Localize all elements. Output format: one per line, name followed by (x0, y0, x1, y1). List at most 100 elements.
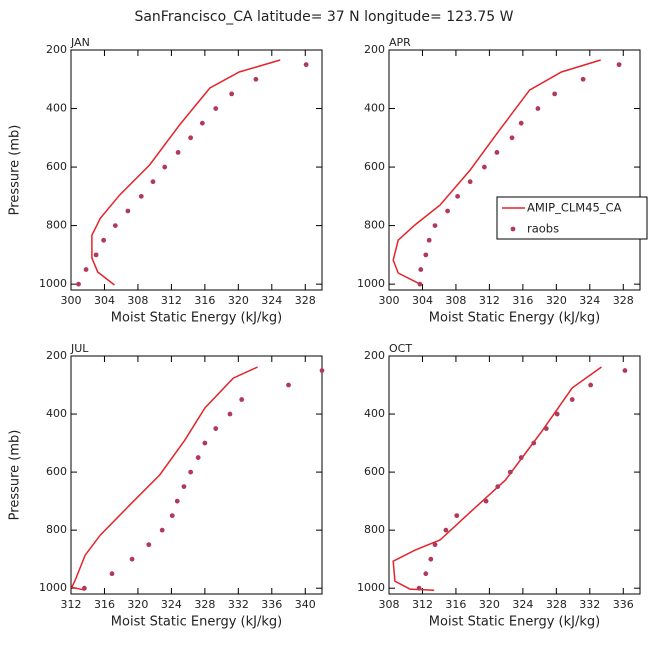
y-tick-label: 600 (46, 465, 67, 478)
obs-point (494, 150, 500, 155)
y-tick-label: 200 (46, 349, 67, 362)
obs-point (213, 106, 219, 111)
y-tick-label: 400 (364, 407, 385, 420)
obs-point (423, 571, 429, 577)
x-tick-label: 316 (94, 598, 115, 611)
obs-point (418, 267, 424, 272)
y-tick-label: 400 (46, 407, 67, 420)
x-tick-label: 316 (512, 294, 533, 307)
x-tick-label: 308 (445, 294, 466, 307)
obs-point (588, 382, 594, 388)
obs-point (112, 223, 118, 229)
obs-point (455, 193, 461, 199)
obs-point (199, 120, 205, 126)
profile-line (70, 366, 258, 591)
y-tick-label: 400 (46, 102, 67, 115)
obs-point (303, 62, 309, 68)
obs-point (426, 237, 432, 243)
legend-box (496, 196, 648, 240)
obs-point (495, 484, 501, 490)
x-axis-label: Moist Static Energy (kJ/kg) (111, 311, 282, 326)
obs-point (174, 498, 180, 504)
obs-point (428, 556, 434, 562)
x-tick-label: 328 (546, 598, 567, 611)
obs-point (229, 91, 235, 97)
obs-point (239, 397, 245, 402)
panel-title: JUL (70, 342, 89, 355)
x-tick-label: 324 (512, 598, 533, 611)
y-axis-label: Pressure (mb) (8, 125, 23, 216)
obs-point (507, 469, 513, 475)
x-tick-label: 328 (295, 294, 316, 307)
obs-point (445, 208, 450, 214)
y-tick-label: 800 (364, 219, 385, 232)
obs-point (81, 585, 87, 591)
plot-frame (70, 355, 323, 595)
y-tick-label: 1000 (39, 277, 67, 290)
plot-frame (388, 49, 641, 291)
x-tick-label: 324 (579, 294, 600, 307)
x-tick-label: 308 (379, 598, 400, 611)
chart-title: SanFrancisco_CA latitude= 37 N longitude… (134, 9, 513, 25)
x-tick-label: 320 (127, 598, 148, 611)
plot-frame (70, 49, 323, 291)
obs-point (622, 368, 628, 373)
obs-point (150, 179, 156, 185)
obs-point (518, 455, 524, 460)
obs-point (443, 527, 449, 533)
obs-point (416, 585, 422, 591)
x-axis-label: Moist Static Energy (kJ/kg) (429, 615, 600, 630)
obs-point (195, 455, 201, 460)
x-tick-label: 300 (379, 294, 400, 307)
obs-point (286, 382, 291, 388)
obs-point (417, 281, 423, 287)
x-tick-label: 320 (546, 294, 567, 307)
obs-point (467, 179, 473, 185)
y-tick-label: 600 (364, 465, 385, 478)
obs-point (202, 440, 208, 446)
y-tick-label: 600 (46, 160, 67, 173)
profile-line (392, 59, 601, 285)
obs-point (169, 513, 175, 519)
x-axis-label: Moist Static Energy (kJ/kg) (429, 311, 600, 326)
x-tick-label: 312 (161, 294, 182, 307)
x-tick-label: 316 (194, 294, 215, 307)
x-tick-label: 312 (479, 294, 500, 307)
obs-point (509, 135, 515, 141)
x-tick-label: 312 (412, 598, 433, 611)
obs-point (580, 76, 586, 82)
panel-title: APR (389, 36, 411, 49)
y-tick-label: 1000 (357, 581, 385, 594)
obs-point (454, 513, 460, 519)
x-tick-label: 312 (61, 598, 82, 611)
y-axis-label: Pressure (mb) (8, 430, 23, 521)
obs-point (616, 62, 622, 68)
x-tick-label: 320 (228, 294, 249, 307)
x-tick-label: 300 (61, 294, 82, 307)
x-tick-label: 332 (228, 598, 249, 611)
obs-point (483, 498, 489, 504)
obs-point (423, 252, 429, 258)
obs-point (101, 237, 107, 243)
panel-title: OCT (389, 342, 412, 355)
obs-point (531, 440, 537, 446)
obs-point (125, 208, 131, 214)
legend-label: raobs (527, 222, 559, 236)
obs-point (319, 368, 325, 373)
y-tick-label: 400 (364, 102, 385, 115)
x-axis-label: Moist Static Energy (kJ/kg) (111, 615, 282, 630)
y-tick-label: 600 (364, 160, 385, 173)
obs-point (181, 484, 187, 490)
obs-point (481, 164, 487, 170)
obs-point (552, 91, 558, 97)
obs-point (188, 469, 194, 475)
obs-point (146, 542, 152, 548)
obs-point (138, 193, 144, 199)
obs-point (554, 411, 560, 417)
x-tick-label: 332 (579, 598, 600, 611)
x-tick-label: 308 (127, 294, 148, 307)
obs-point (432, 223, 438, 229)
obs-point (253, 76, 259, 82)
obs-point (129, 556, 135, 562)
obs-point (109, 571, 115, 577)
